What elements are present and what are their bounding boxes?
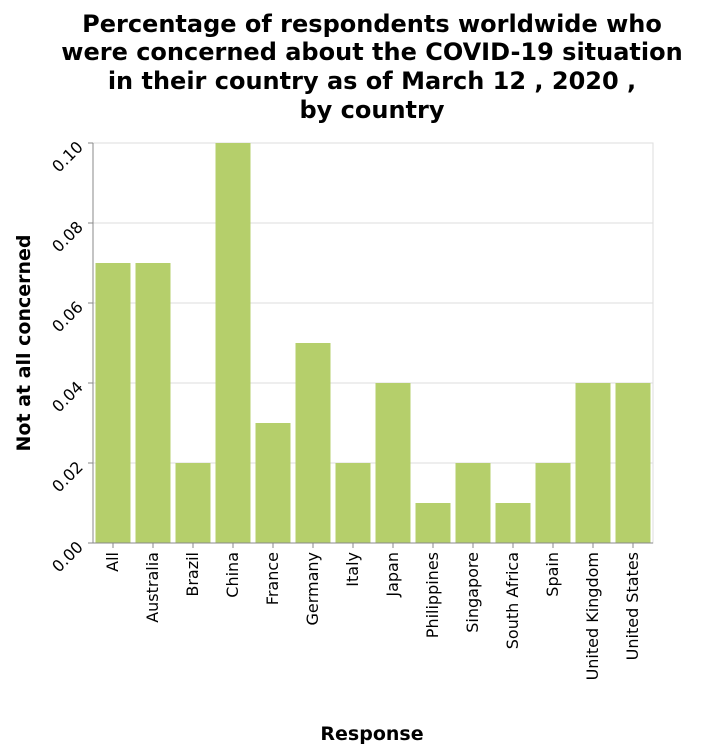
bar-italy: [335, 463, 371, 543]
y-tick-label: 0.08: [48, 217, 87, 256]
x-axis-ticks: All Australia Brazil China France Germany Ital…: [103, 543, 642, 680]
bar-spain: [535, 463, 571, 543]
bar-australia: [135, 263, 171, 543]
chart-title-line-4: by country: [299, 96, 444, 124]
x-tick-label: United States: [623, 552, 642, 660]
x-tick-label: United Kingdom: [583, 552, 602, 680]
chart-title-line-1: Percentage of respondents worldwide who: [82, 10, 662, 38]
y-axis-title: Not at all concerned: [13, 234, 35, 451]
y-tick-label: 0.06: [48, 297, 87, 336]
chart-title-line-2: were concerned about the COVID-19 situat…: [61, 38, 682, 66]
bar-united-states: [615, 383, 651, 543]
bar-japan: [375, 383, 411, 543]
bar-china: [215, 143, 251, 543]
bar-germany: [295, 343, 331, 543]
bar-france: [255, 423, 291, 543]
y-tick-label: 0.00: [48, 537, 87, 576]
x-tick-label: Italy: [343, 552, 362, 587]
x-tick-label: China: [223, 552, 242, 598]
x-tick-label: Germany: [303, 552, 322, 626]
bar-united-kingdom: [575, 383, 611, 543]
x-axis-title: Response: [320, 723, 423, 745]
y-tick-label: 0.10: [48, 137, 87, 176]
x-tick-label: Brazil: [183, 552, 202, 597]
x-tick-label: All: [103, 552, 122, 572]
bar-brazil: [175, 463, 211, 543]
x-tick-label: France: [263, 552, 282, 605]
x-tick-label: Australia: [143, 552, 162, 623]
chart-title-line-3: in their country as of March 12 , 2020 ,: [108, 67, 636, 95]
gridlines: [93, 222, 653, 464]
bar-all: [95, 263, 131, 543]
y-axis-ticks: 0.00 0.02 0.04 0.06 0.08 0.10: [48, 137, 93, 576]
bar-south-africa: [495, 503, 531, 543]
chart-title: Percentage of respondents worldwide who …: [61, 10, 682, 124]
x-tick-label: Spain: [543, 552, 562, 597]
x-tick-label: South Africa: [503, 552, 522, 649]
x-tick-label: Philippines: [423, 552, 442, 638]
bars: [95, 143, 651, 543]
x-tick-label: Japan: [383, 552, 402, 598]
y-tick-label: 0.04: [48, 377, 87, 416]
x-tick-label: Singapore: [463, 552, 482, 633]
bar-singapore: [455, 463, 491, 543]
y-tick-label: 0.02: [48, 457, 87, 496]
axes: [92, 143, 653, 544]
bar-philippines: [415, 503, 451, 543]
